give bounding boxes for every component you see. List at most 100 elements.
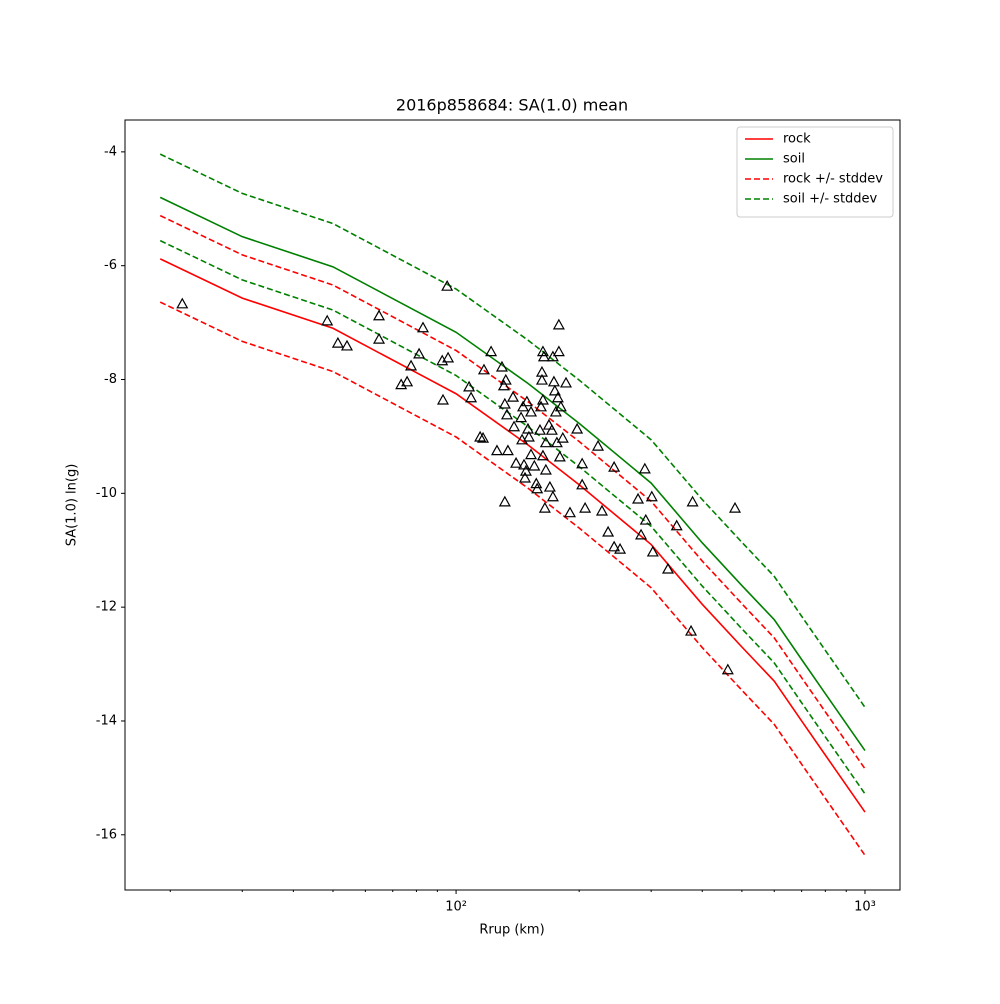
data-point [501,444,514,456]
data-point [477,431,490,443]
data-point [176,297,189,309]
data-point [401,375,414,387]
legend-box [736,126,894,218]
data-point [518,471,531,483]
data-point [436,393,450,405]
data-point [553,450,566,462]
data-point [533,423,547,435]
y-tick-label: -12 [96,600,117,615]
data-point [534,400,547,412]
data-point [510,456,523,468]
data-point [579,501,592,513]
data-point [536,449,549,461]
x-tick-label: 10² [445,900,467,915]
series-line [159,153,866,708]
data-point [535,373,548,385]
data-point [331,336,344,348]
legend-label: rock +/- stddev [783,172,883,187]
data-point [595,504,608,516]
data-point [474,430,487,442]
data-point [497,379,510,391]
data-point [539,436,552,448]
data-point [632,492,645,504]
chart-title: 2016p858684: SA(1.0) mean [396,96,628,115]
legend-label: soil +/- stddev [783,192,878,207]
data-point [436,354,449,366]
series-line [159,239,866,795]
data-point [321,314,334,326]
data-point [563,506,576,518]
data-point [530,477,543,489]
data-point [416,321,430,333]
data-point [528,459,541,471]
data-point [546,490,559,502]
data-point [508,420,521,432]
data-point [639,513,652,525]
data-point [543,480,556,492]
x-axis-label: Rrup (km) [479,923,544,938]
data-point [686,495,699,507]
legend-label: rock [783,132,811,147]
data-point [515,411,528,423]
data-point [517,400,530,412]
data-point [721,663,734,675]
data-point [536,345,549,357]
data-point [554,400,567,412]
data-point [495,360,509,372]
data-point [545,423,558,435]
data-point [608,540,621,552]
data-point [506,390,520,402]
y-tick-label: -8 [104,372,117,387]
y-tick-label: -16 [96,827,117,842]
data-point [556,431,569,443]
data-point [539,463,552,475]
data-point [477,363,490,375]
data-point [638,462,651,474]
data-point [571,422,584,434]
data-point [614,542,627,554]
data-point [373,309,386,321]
data-point [441,279,454,291]
series-line [159,258,866,813]
data-point [576,478,589,490]
data-point [536,393,549,405]
y-tick-label: -14 [96,713,117,728]
data-point [608,460,621,472]
data-point [500,408,514,420]
data-point [413,347,426,359]
data-point [549,405,562,417]
data-point [522,430,535,442]
data-point [520,395,533,407]
data-point [670,519,683,531]
data-point [552,345,565,357]
legend-label: soil [783,152,805,167]
data-point [645,490,658,502]
data-point [519,464,532,476]
data-point [498,495,511,507]
data-point [498,397,511,409]
data-point [728,501,742,513]
data-point [524,405,538,417]
data-point [537,350,550,362]
y-axis-label: SA(1.0) ln(g) [65,464,80,547]
data-point [685,624,698,636]
x-tick-label: 10³ [854,900,876,915]
series-line [159,301,866,856]
data-point [373,332,386,344]
y-tick-label: -6 [104,258,117,273]
data-point [551,391,564,403]
data-point [340,339,353,351]
data-point [602,525,615,537]
data-point [485,345,498,357]
data-point [592,439,605,451]
data-point [646,545,659,557]
y-tick-label: -4 [104,144,117,159]
data-point [661,562,675,574]
y-tick-label: -10 [96,486,117,501]
data-point [576,457,589,469]
data-point [531,482,544,494]
data-point [538,501,551,513]
data-point [405,359,418,371]
data-point [547,375,560,387]
